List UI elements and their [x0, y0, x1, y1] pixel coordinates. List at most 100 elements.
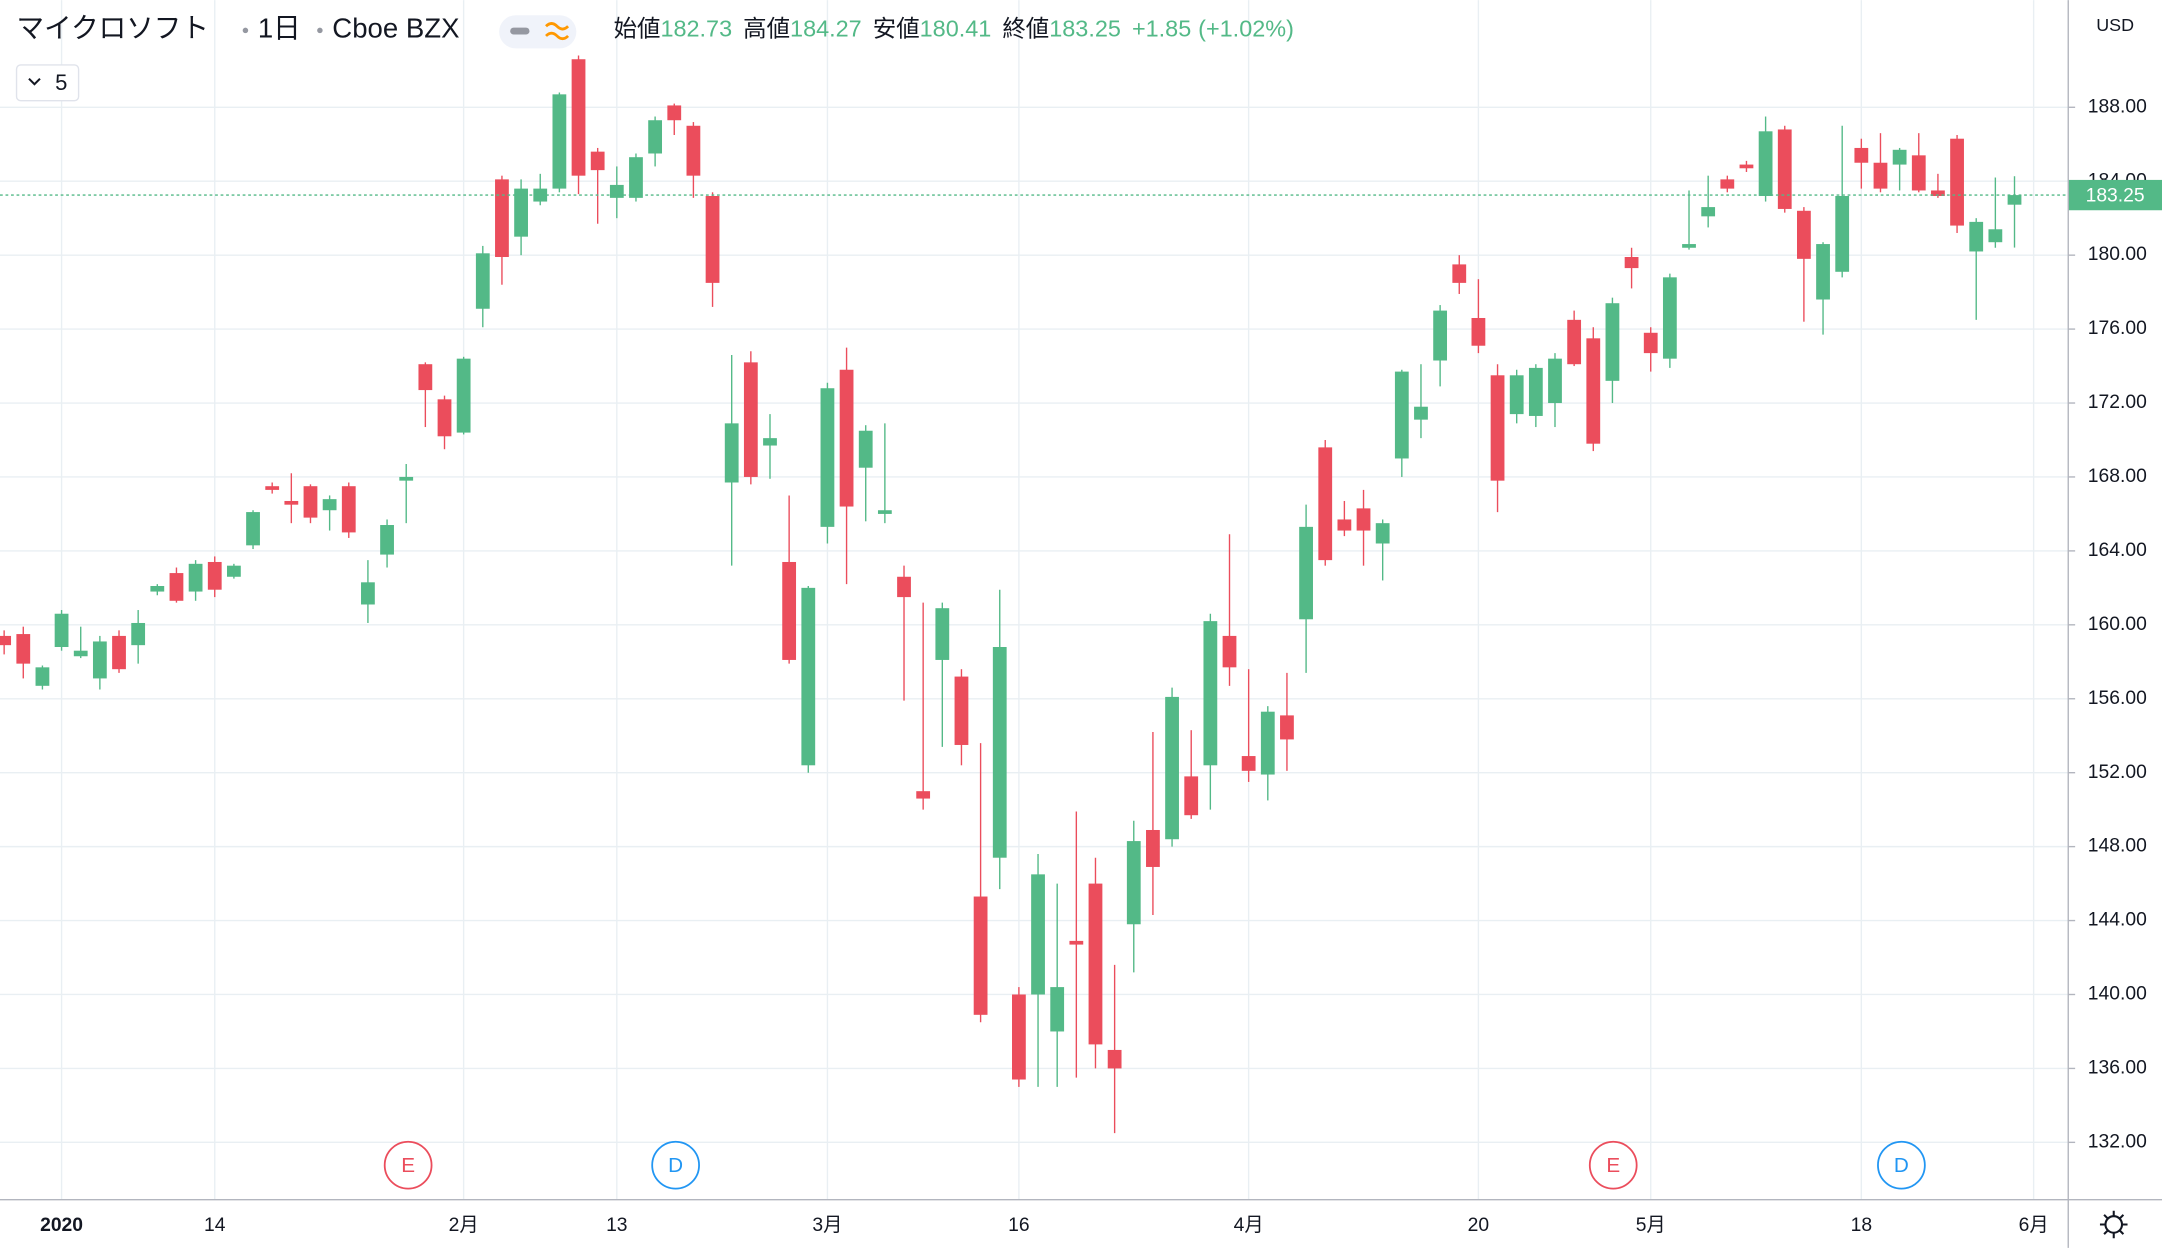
legend-label: 始値 [614, 16, 661, 42]
candle-body [1509, 375, 1524, 415]
candle-body [897, 576, 911, 598]
candle-body [954, 676, 969, 745]
candle-body [112, 635, 126, 670]
event-marker[interactable]: E [1588, 1140, 1638, 1190]
y-tick-label: 176.00 [2088, 318, 2147, 339]
indicator-toggle[interactable] [15, 64, 80, 102]
y-tick-label: 160.00 [2088, 614, 2147, 635]
event-marker[interactable]: D [651, 1140, 700, 1190]
x-tick-label: 2月 [449, 1215, 479, 1236]
x-tick-label: 20 [1468, 1215, 1489, 1236]
y-tick-label: 164.00 [2088, 540, 2147, 561]
candle-body [1892, 149, 1907, 165]
candle-body [648, 120, 663, 154]
candle-body [1528, 367, 1543, 416]
candle-body [246, 512, 260, 546]
x-tick-label: 14 [204, 1215, 226, 1236]
candle-body [1203, 621, 1218, 766]
candle-body [265, 486, 280, 490]
candle-body [322, 499, 337, 511]
candle-body [877, 510, 892, 514]
overlay: 132.00 136.00 140.00 144.00 148.00 152.00 156.… [0, 96, 2162, 1236]
candle-body [1835, 196, 1850, 272]
candle-body [935, 608, 950, 660]
y-tick-label: 168.00 [2088, 466, 2147, 487]
settings-icon[interactable] [2099, 1210, 2128, 1239]
candle-body [1337, 519, 1352, 531]
candle-body [92, 641, 107, 679]
candle-body [552, 94, 567, 189]
candle-body [1414, 406, 1428, 420]
interval: 1日 [258, 13, 301, 44]
candle-body [686, 125, 701, 176]
candle-body [1682, 244, 1696, 248]
event-circle [1588, 1140, 1638, 1190]
y-tick-label: 172.00 [2088, 392, 2147, 413]
candle-body [1720, 179, 1735, 189]
change-percent: (+1.02%) [1198, 16, 1294, 42]
candle-body [437, 399, 452, 437]
candle-body [16, 634, 31, 664]
event-circle [383, 1140, 433, 1190]
legend-value: 182.73 [660, 16, 732, 42]
candle-body [1394, 371, 1409, 459]
x-tick-label: 18 [1851, 1215, 1872, 1236]
candle-body [150, 586, 165, 592]
candle-body [705, 196, 720, 283]
candle-body [1758, 131, 1773, 197]
candle-body [1375, 523, 1390, 544]
legend-label: 高値 [743, 16, 790, 42]
x-tick-label: 4月 [1234, 1215, 1264, 1236]
x-tick-label: 6月 [2019, 1215, 2049, 1236]
candle-body [801, 587, 816, 766]
candle-body [514, 188, 528, 237]
candle-body [207, 561, 222, 590]
x-tick-label: 13 [606, 1215, 627, 1236]
candle-body [1605, 303, 1620, 381]
candle-body [131, 622, 146, 646]
candle-body [1471, 317, 1486, 346]
candle-body [1797, 210, 1811, 259]
event-circle [651, 1140, 700, 1190]
x-tick-label: 3月 [812, 1215, 842, 1236]
candle-body [1222, 635, 1237, 668]
x-tick-label: 16 [1008, 1215, 1029, 1236]
candle-body [629, 157, 643, 198]
candle-body [667, 105, 682, 121]
candle-body [1126, 841, 1141, 925]
candle-body [169, 573, 184, 601]
status-pill[interactable] [499, 15, 577, 49]
candle-body [54, 613, 69, 648]
candle-body [1069, 940, 1084, 945]
candle-body [533, 188, 548, 202]
y-tick-label: 136.00 [2088, 1058, 2147, 1079]
candle-body [361, 582, 375, 605]
candle-body [341, 486, 356, 533]
candle-body [35, 667, 50, 686]
candle-body [1567, 319, 1582, 365]
candle-body [763, 438, 777, 446]
candle-body [1548, 358, 1562, 404]
separator [317, 27, 323, 34]
chevron [28, 77, 41, 86]
last-price-label: 183.25 [2086, 186, 2145, 207]
candle-body [1050, 987, 1065, 1032]
candle-body [0, 635, 12, 646]
event-marker[interactable]: D [1877, 1140, 1926, 1190]
candle-body [73, 650, 88, 657]
candle-body [399, 476, 414, 481]
event-label: E [401, 1154, 415, 1177]
candle-body [475, 253, 490, 309]
event-marker[interactable]: E [383, 1140, 433, 1190]
candle-body [1873, 162, 1888, 189]
candle-body [1777, 129, 1792, 209]
candle-body [1260, 711, 1275, 775]
candle-body [916, 791, 931, 799]
candle-body [1318, 447, 1333, 561]
ohlc-legend: 始値182.73 高値184.27 安値180.41 終値183.25 +1.85 (+1… [614, 16, 1294, 42]
event-circle [1877, 1140, 1926, 1190]
candle-body [418, 364, 433, 391]
change: +1.85 [1132, 16, 1191, 42]
candle-body [1490, 375, 1505, 481]
candle-body [226, 565, 241, 577]
